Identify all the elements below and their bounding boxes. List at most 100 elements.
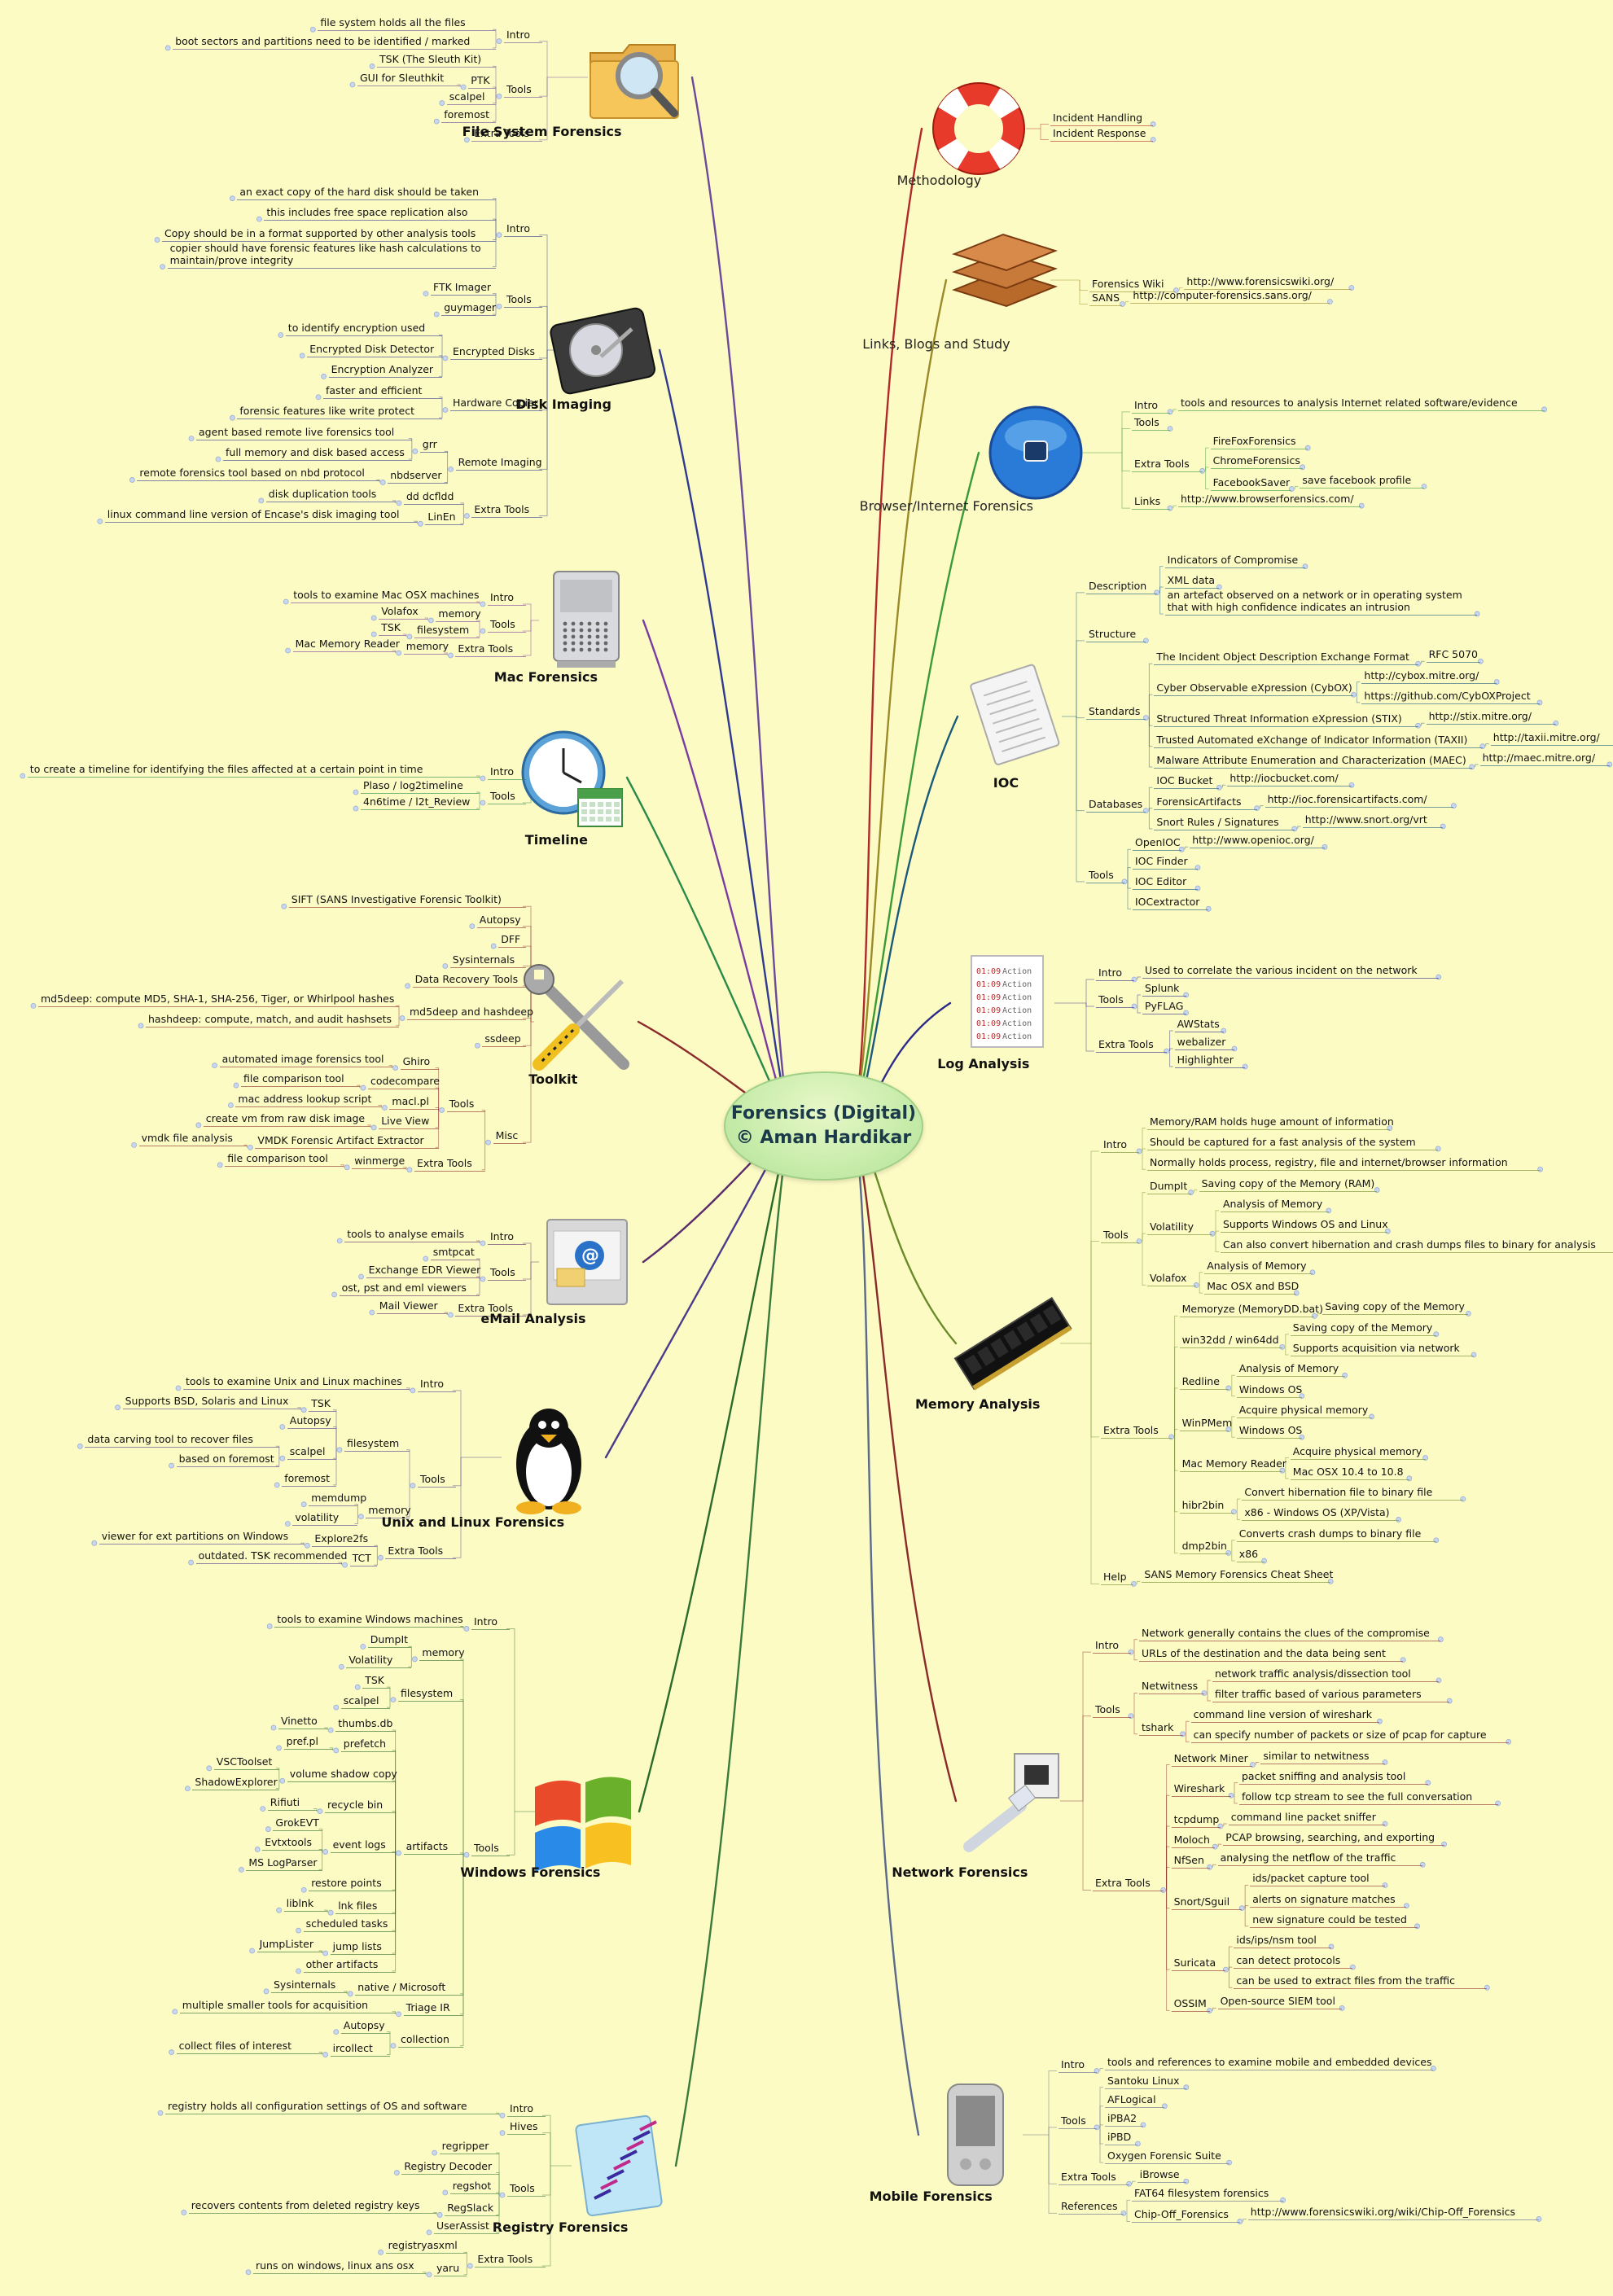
- node-md5deep-and-hashdeep[interactable]: md5deep and hashdeep: [407, 1006, 533, 1020]
- node-cyber-observable-expression-cybox[interactable]: Cyber Observable eXpression (CybOX): [1154, 681, 1354, 697]
- node-filesystem[interactable]: filesystem: [414, 624, 480, 638]
- node-volatility[interactable]: Volatility: [346, 1654, 412, 1669]
- node-memory[interactable]: memory: [403, 640, 449, 655]
- node-memory[interactable]: memory: [366, 1504, 411, 1518]
- node-macl-pl[interactable]: macl.pl: [389, 1095, 439, 1110]
- node-extra-tools[interactable]: Extra Tools: [1093, 1877, 1164, 1892]
- node-highlighter[interactable]: Highlighter: [1174, 1054, 1246, 1068]
- node-vsctoolset[interactable]: VSCToolset: [213, 1755, 279, 1770]
- node-suricata[interactable]: Suricata: [1171, 1956, 1226, 1972]
- node-boot-sectors-and-partitions-need-to-be-i[interactable]: boot sectors and partitions need to be i…: [173, 35, 496, 50]
- node-full-memory-and-disk-based-access[interactable]: full memory and disk based access: [223, 446, 412, 462]
- node-intro[interactable]: Intro: [488, 1230, 526, 1245]
- node-shadowexplorer[interactable]: ShadowExplorer: [192, 1776, 279, 1790]
- node-vinetto[interactable]: Vinetto: [278, 1715, 328, 1729]
- node-tct[interactable]: TCT: [349, 1552, 378, 1567]
- node-data-carving-tool-to-recover-files[interactable]: data carving tool to recover files: [85, 1433, 279, 1448]
- node-disk-duplication-tools[interactable]: disk duplication tools: [265, 488, 396, 502]
- node-extra-tools[interactable]: Extra Tools: [1096, 1038, 1167, 1053]
- node-malware-attribute-enumeration-and-charac[interactable]: Malware Attribute Enumeration and Charac…: [1154, 754, 1472, 769]
- node-http-www-forensicswiki-org-wiki-chip-off[interactable]: http://www.forensicswiki.org/wiki/Chip-O…: [1247, 2206, 1539, 2221]
- node-scalpel[interactable]: scalpel: [287, 1445, 336, 1461]
- node-awstats[interactable]: AWStats: [1174, 1018, 1224, 1032]
- node-open-source-siem-tool[interactable]: Open-source SIEM tool: [1217, 1995, 1343, 2010]
- node-http-stix-mitre-org[interactable]: http://stix.mitre.org/: [1426, 710, 1556, 725]
- node-gui-for-sleuthkit[interactable]: GUI for Sleuthkit: [357, 72, 461, 86]
- node-extra-tools[interactable]: Extra Tools: [475, 2253, 546, 2268]
- node-win32dd-win64dd[interactable]: win32dd / win64dd: [1179, 1334, 1282, 1349]
- node-used-to-correlate-the-various-incident-o[interactable]: Used to correlate the various incident o…: [1142, 964, 1439, 979]
- node-incident-response[interactable]: Incident Response: [1050, 127, 1154, 142]
- node-filesystem[interactable]: filesystem: [398, 1687, 463, 1702]
- node-http-computer-forensics-sans-org[interactable]: http://computer-forensics.sans.org/: [1130, 289, 1330, 304]
- node-regslack[interactable]: RegSlack: [445, 2202, 499, 2217]
- node-forensicartifacts[interactable]: ForensicArtifacts: [1154, 795, 1257, 810]
- node-encrypted-disk-detector[interactable]: Encrypted Disk Detector: [307, 343, 442, 357]
- node-santoku-linux[interactable]: Santoku Linux: [1105, 2075, 1186, 2089]
- node-filter-traffic-based-of-various-paramete[interactable]: filter traffic based of various paramete…: [1212, 1688, 1450, 1703]
- node-xml-data[interactable]: XML data: [1164, 574, 1220, 589]
- node-encryption-analyzer[interactable]: Encryption Analyzer: [328, 363, 442, 379]
- node-tools[interactable]: Tools: [488, 1266, 526, 1281]
- node-ost-pst-and-eml-viewers[interactable]: ost, pst and eml viewers: [339, 1282, 480, 1296]
- branch-title-email-analysis[interactable]: eMail Analysis: [480, 1311, 586, 1326]
- node-pyflag[interactable]: PyFLAG: [1142, 1000, 1186, 1014]
- node-liblnk[interactable]: liblnk: [283, 1897, 328, 1913]
- node-create-vm-from-raw-disk-image[interactable]: create vm from raw disk image: [203, 1112, 371, 1127]
- node-can-specify-number-of-packets-or-size-of[interactable]: can specify number of packets or size of…: [1190, 1729, 1509, 1744]
- branch-title-ioc[interactable]: IOC: [993, 775, 1019, 791]
- central-topic[interactable]: Forensics (Digital) © Aman Hardikar: [724, 1071, 923, 1181]
- branch-title-browser-internet-forensics[interactable]: Browser/Internet Forensics: [859, 498, 1033, 514]
- node-can-also-convert-hibernation-and-crash-d[interactable]: Can also convert hibernation and crash d…: [1221, 1238, 1613, 1254]
- node-rifiuti[interactable]: Rifiuti: [267, 1796, 317, 1811]
- node-linux-command-line-version-of-encase-s-d[interactable]: linux command line version of Encase's d…: [104, 508, 418, 524]
- node-rfc-5070[interactable]: RFC 5070: [1426, 648, 1481, 664]
- node-saving-copy-of-the-memory[interactable]: Saving copy of the Memory: [1290, 1321, 1436, 1336]
- branch-title-links-blogs-and-study[interactable]: Links, Blogs and Study: [862, 336, 1010, 352]
- node-description[interactable]: Description: [1086, 580, 1157, 594]
- node-databases[interactable]: Databases: [1086, 798, 1146, 813]
- node-tools[interactable]: Tools: [1132, 416, 1170, 431]
- node-network-miner[interactable]: Network Miner: [1171, 1752, 1253, 1767]
- node-wireshark[interactable]: Wireshark: [1171, 1782, 1231, 1798]
- branch-title-windows-forensics[interactable]: Windows Forensics: [460, 1864, 601, 1880]
- node-http-www-forensicswiki-org[interactable]: http://www.forensicswiki.org/: [1184, 275, 1352, 290]
- node-http-cybox-mitre-org[interactable]: http://cybox.mitre.org/: [1361, 669, 1497, 684]
- node-http-ioc-forensicartifacts-com[interactable]: http://ioc.forensicartifacts.com/: [1265, 793, 1454, 808]
- node-command-line-version-of-wireshark[interactable]: command line version of wireshark: [1190, 1708, 1380, 1724]
- node-dumpit[interactable]: DumpIt: [1147, 1180, 1191, 1194]
- node-save-facebook-profile[interactable]: save facebook profile: [1300, 474, 1424, 489]
- node-analysis-of-memory[interactable]: Analysis of Memory: [1204, 1260, 1313, 1274]
- node-mac-memory-reader[interactable]: Mac Memory Reader: [1179, 1457, 1286, 1473]
- node-memdump[interactable]: memdump: [309, 1492, 366, 1506]
- node-memory[interactable]: memory: [436, 607, 481, 622]
- node-filesystem[interactable]: filesystem: [344, 1437, 410, 1452]
- node-guymager[interactable]: guymager: [441, 301, 496, 317]
- node-ftk-imager[interactable]: FTK Imager: [431, 281, 496, 296]
- node-firefoxforensics[interactable]: FireFoxForensics: [1210, 435, 1308, 450]
- node-autopsy[interactable]: Autopsy: [476, 914, 526, 928]
- node-other-artifacts[interactable]: other artifacts: [303, 1958, 396, 1973]
- node-openioc[interactable]: OpenIOC: [1133, 836, 1182, 852]
- node-ssdeep[interactable]: ssdeep: [482, 1032, 526, 1048]
- branch-title-mac-forensics[interactable]: Mac Forensics: [493, 669, 598, 685]
- node-pcap-browsing-searching-and-exporting[interactable]: PCAP browsing, searching, and exporting: [1223, 1831, 1444, 1847]
- node-this-includes-free-space-replication-als[interactable]: this includes free space replication als…: [264, 206, 496, 221]
- node-tshark[interactable]: tshark: [1139, 1721, 1183, 1736]
- node-4n6time-l2t-review[interactable]: 4n6time / l2t_Review: [361, 795, 480, 810]
- node-intro[interactable]: Intro: [488, 765, 526, 780]
- branch-title-unix-and-linux-forensics[interactable]: Unix and Linux Forensics: [381, 1514, 565, 1530]
- node-converts-crash-dumps-to-binary-file[interactable]: Converts crash dumps to binary file: [1236, 1527, 1436, 1542]
- node-volafox[interactable]: Volafox: [379, 605, 428, 620]
- node-vmdk-file-analysis[interactable]: vmdk file analysis: [138, 1132, 248, 1147]
- node-intro[interactable]: Intro: [507, 2102, 546, 2118]
- node-ircollect[interactable]: ircollect: [330, 2042, 390, 2057]
- node-facebooksaver[interactable]: FacebookSaver: [1210, 476, 1292, 491]
- branch-title-registry-forensics[interactable]: Registry Forensics: [492, 2219, 629, 2235]
- node-winpmem[interactable]: WinPMem: [1179, 1417, 1232, 1431]
- node-extra-tools[interactable]: Extra Tools: [1101, 1424, 1172, 1439]
- node-copy-should-be-in-a-format-supported-by-[interactable]: Copy should be in a format supported by …: [162, 227, 496, 242]
- node-scalpel[interactable]: scalpel: [446, 90, 496, 105]
- node-tools[interactable]: Tools: [507, 2182, 546, 2197]
- node-copier-should-have-forensic-features-lik[interactable]: copier should have forensic features lik…: [167, 242, 496, 269]
